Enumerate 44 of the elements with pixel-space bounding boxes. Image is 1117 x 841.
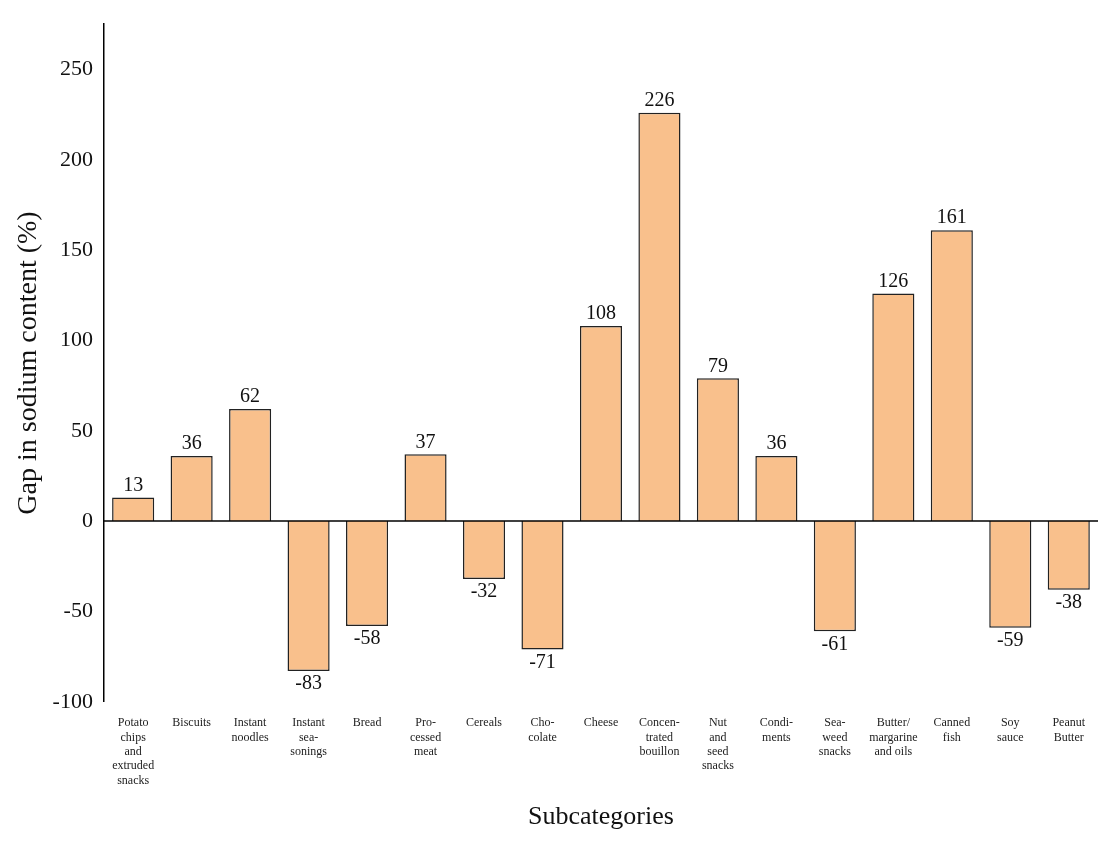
data-label: 36: [181, 431, 202, 454]
data-label: -59: [996, 627, 1024, 650]
data-label: 161: [936, 205, 967, 228]
y-axis-title: Gap in sodium content (%): [11, 211, 43, 515]
data-label: 62: [240, 384, 261, 407]
data-label: -71: [529, 649, 556, 672]
data-label: -83: [295, 671, 322, 694]
y-tick-label: -100: [52, 687, 93, 713]
data-label: -58: [353, 626, 381, 649]
data-label: 79: [707, 353, 728, 376]
data-label: 37: [415, 429, 436, 452]
data-label: -61: [821, 631, 849, 654]
data-label: 13: [123, 472, 144, 495]
x-tick-label: Cho- colate: [528, 715, 557, 744]
x-tick-label: Cereals: [466, 715, 503, 730]
x-tick-label: Potato chips and extruded snacks: [112, 715, 155, 787]
data-label: 108: [585, 301, 616, 324]
x-tick-label: Concen- trated bouillon: [639, 715, 680, 758]
y-tick-label: 0: [81, 506, 93, 532]
x-tick-label: Instant sea- sonings: [290, 715, 328, 758]
y-tick-label: 250: [59, 55, 93, 81]
y-tick-label: -50: [63, 597, 93, 623]
data-label: -32: [470, 579, 498, 602]
y-tick-label: 100: [59, 326, 93, 352]
x-tick-label: Pro- cessed meat: [409, 715, 442, 758]
data-label: -38: [1055, 590, 1083, 613]
y-tick-label: 200: [59, 145, 93, 171]
x-tick-label: Soy sauce: [996, 715, 1024, 744]
x-tick-label: Instant noodles: [231, 715, 270, 744]
x-tick-label: Peanut Butter: [1052, 715, 1086, 744]
y-tick-label: 150: [59, 235, 93, 261]
x-tick-label: Cheese: [583, 715, 619, 730]
x-axis-title: Subcategories: [528, 801, 674, 831]
x-tick-label: Nut and seed snacks: [701, 715, 735, 773]
data-label: 36: [766, 431, 787, 454]
x-tick-label: Butter/ margarine and oils: [869, 715, 918, 758]
x-tick-label: Canned fish: [933, 715, 971, 744]
x-tick-label: Sea- weed snacks: [818, 715, 852, 758]
x-tick-label: Condi- ments: [759, 715, 794, 744]
data-label: 226: [644, 87, 675, 110]
data-label: 126: [878, 268, 909, 291]
y-tick-label: 50: [70, 416, 93, 442]
x-tick-label: Biscuits: [172, 715, 212, 730]
x-tick-label: Bread: [352, 715, 382, 730]
